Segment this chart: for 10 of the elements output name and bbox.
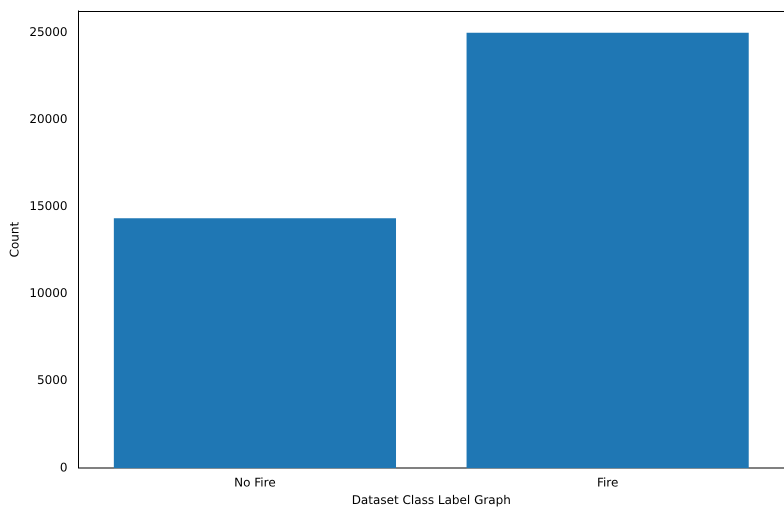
y-tick-label: 15000 [29, 199, 68, 214]
y-axis-title: Count [7, 221, 22, 258]
y-tick-label: 5000 [37, 373, 68, 388]
y-tick-label: 0 [60, 460, 68, 474]
y-tick-label: 25000 [29, 24, 68, 39]
x-axis-title: Dataset Class Label Graph [352, 492, 511, 507]
x-tick-label: No Fire [234, 476, 276, 490]
y-tick-label: 20000 [29, 112, 68, 126]
x-tick-label: Fire [596, 476, 618, 490]
y-tick-label: 10000 [29, 286, 68, 300]
